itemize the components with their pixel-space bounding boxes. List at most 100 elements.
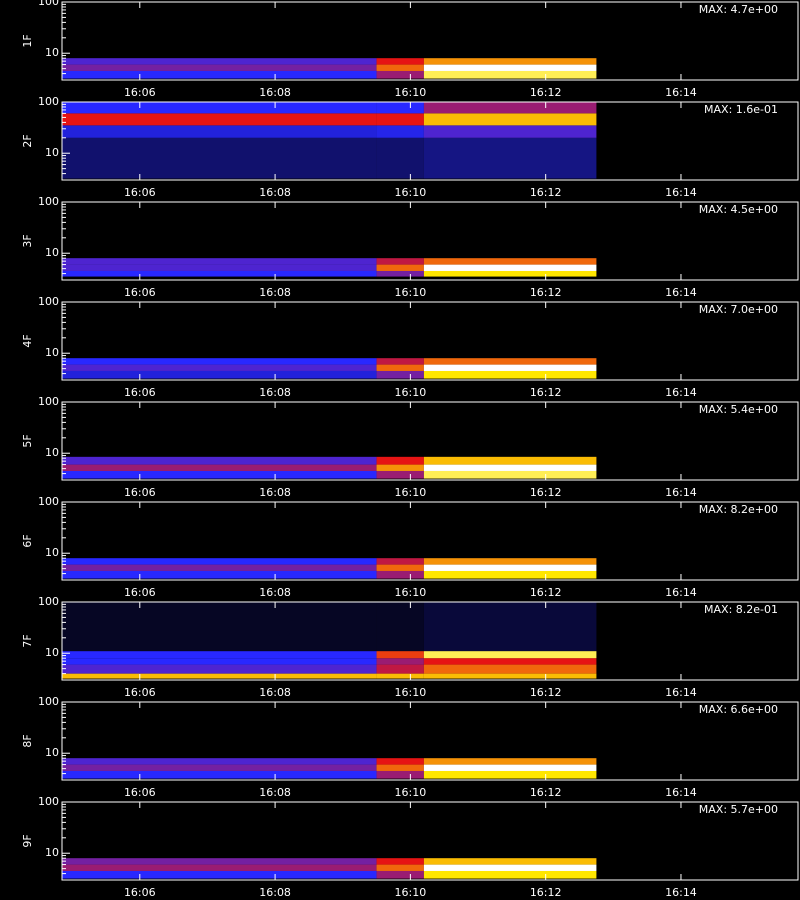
heat-cell xyxy=(376,70,424,79)
y-tick-label: 100 xyxy=(38,795,59,808)
panel: 16:06 16:08 16:10 16:12 16:14 10 100 3F MAX: 4.5… xyxy=(21,195,799,299)
heat-cell xyxy=(423,870,597,879)
x-tick-label: 16:06 xyxy=(124,786,156,799)
heat-cell xyxy=(423,137,597,179)
heat-cell xyxy=(62,70,377,79)
x-tick-label: 16:08 xyxy=(259,186,291,199)
x-tick-label: 16:10 xyxy=(395,86,427,99)
plot-frame xyxy=(61,401,799,481)
panel-label: 5F xyxy=(21,434,34,447)
y-tick-label: 100 xyxy=(38,495,59,508)
plot-frame xyxy=(61,101,799,181)
x-tick-label: 16:12 xyxy=(530,386,562,399)
max-annotation: MAX: 1.6e-01 xyxy=(704,103,778,116)
x-tick-label: 16:10 xyxy=(395,186,427,199)
y-tick-label: 100 xyxy=(38,95,59,108)
max-annotation: MAX: 7.0e+00 xyxy=(699,303,778,316)
y-tick-label: 10 xyxy=(45,546,59,559)
heat-cell xyxy=(376,470,424,479)
x-tick-label: 16:14 xyxy=(665,886,697,899)
heat-cell xyxy=(376,358,424,365)
heat-cell xyxy=(376,558,424,565)
x-tick-label: 16:14 xyxy=(665,686,697,699)
heat-cell xyxy=(423,70,597,79)
heat-cell xyxy=(423,64,597,71)
y-tick-label: 100 xyxy=(38,595,59,608)
heat-cell xyxy=(376,564,424,571)
heat-cell xyxy=(62,364,377,371)
y-tick-label: 10 xyxy=(45,746,59,759)
x-tick-label: 16:06 xyxy=(124,686,156,699)
heat-cell xyxy=(376,758,424,765)
x-tick-label: 16:10 xyxy=(395,586,427,599)
heat-cell xyxy=(423,370,597,379)
x-tick-label: 16:08 xyxy=(259,286,291,299)
plot-frame xyxy=(61,501,799,581)
plot-frame xyxy=(61,701,799,781)
heat-cell xyxy=(423,113,597,126)
heat-cell xyxy=(423,864,597,871)
heat-cell xyxy=(62,758,377,765)
x-tick-label: 16:06 xyxy=(124,186,156,199)
x-tick-label: 16:14 xyxy=(665,386,697,399)
heat-cell xyxy=(62,602,377,652)
y-tick-label: 10 xyxy=(45,46,59,59)
heat-cell xyxy=(423,858,597,865)
panel-label: 9F xyxy=(21,834,34,847)
heat-cell xyxy=(62,664,377,674)
y-tick-label: 10 xyxy=(45,446,59,459)
panel: 16:06 16:08 16:10 16:12 16:14 10 100 7F MAX: 8.2… xyxy=(21,595,799,699)
heat-cell xyxy=(62,870,377,879)
heat-cell xyxy=(376,664,424,674)
heat-cell xyxy=(376,464,424,471)
x-tick-label: 16:10 xyxy=(395,886,427,899)
x-tick-label: 16:14 xyxy=(665,186,697,199)
panel-label: 3F xyxy=(21,234,34,247)
heat-cell xyxy=(62,102,377,114)
x-tick-label: 16:12 xyxy=(530,486,562,499)
heat-cell xyxy=(62,770,377,779)
heat-cell xyxy=(62,258,377,265)
y-tick-label: 100 xyxy=(38,695,59,708)
y-tick-label: 10 xyxy=(45,846,59,859)
heat-cell xyxy=(62,64,377,71)
x-tick-label: 16:12 xyxy=(530,686,562,699)
panel: 16:06 16:08 16:10 16:12 16:14 10 100 4F MAX: 7.0… xyxy=(21,295,799,399)
heat-cell xyxy=(423,758,597,765)
y-tick-label: 10 xyxy=(45,346,59,359)
x-tick-label: 16:06 xyxy=(124,586,156,599)
panel-label: 7F xyxy=(21,634,34,647)
heat-cell xyxy=(376,602,424,652)
max-annotation: MAX: 6.6e+00 xyxy=(699,703,778,716)
x-tick-label: 16:12 xyxy=(530,586,562,599)
heat-cell xyxy=(376,858,424,865)
heat-cell xyxy=(423,270,597,277)
x-tick-label: 16:12 xyxy=(530,286,562,299)
x-tick-label: 16:06 xyxy=(124,386,156,399)
heat-cell xyxy=(376,370,424,379)
heat-cell xyxy=(376,64,424,71)
heat-cell xyxy=(62,113,377,126)
x-tick-label: 16:06 xyxy=(124,286,156,299)
heat-cell xyxy=(376,456,424,465)
heat-cell xyxy=(376,770,424,779)
heat-cell xyxy=(423,102,597,114)
x-tick-label: 16:06 xyxy=(124,86,156,99)
plot-frame xyxy=(61,301,799,381)
x-tick-label: 16:14 xyxy=(665,786,697,799)
panel-label: 4F xyxy=(21,334,34,347)
x-tick-label: 16:10 xyxy=(395,686,427,699)
heat-cell xyxy=(423,770,597,779)
heat-cell xyxy=(62,464,377,471)
heat-cell xyxy=(423,470,597,479)
panel-label: 6F xyxy=(21,534,34,547)
y-tick-label: 100 xyxy=(38,295,59,308)
heat-cell xyxy=(423,364,597,371)
heat-cell xyxy=(423,258,597,265)
panel-label: 1F xyxy=(21,34,34,47)
heat-cell xyxy=(376,364,424,371)
heat-cell xyxy=(62,125,377,138)
y-tick-label: 100 xyxy=(38,0,59,8)
y-tick-label: 10 xyxy=(45,646,59,659)
